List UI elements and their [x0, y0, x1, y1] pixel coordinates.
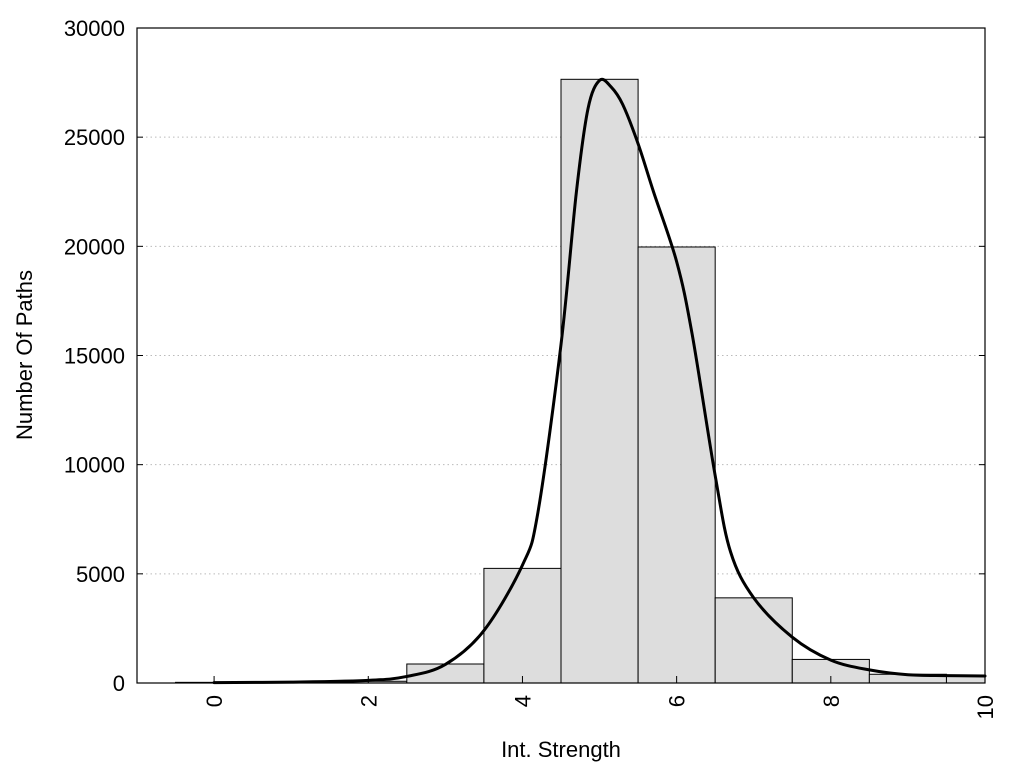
x-tick-label: 0: [202, 695, 227, 707]
histogram-bar: [483, 567, 562, 684]
histogram-bar: [560, 78, 639, 684]
x-tick-label: 6: [665, 695, 690, 707]
y-tick-label: 0: [113, 671, 125, 696]
x-tick-label: 8: [819, 695, 844, 707]
y-tick-label: 5000: [76, 562, 125, 587]
y-tick-label: 30000: [64, 16, 125, 41]
x-tick-label: 4: [510, 695, 535, 707]
y-tick-label: 25000: [64, 125, 125, 150]
y-axis-ticks: 0 5000 10000 15000 20000 25000 30000: [64, 16, 985, 696]
x-axis-title: Int. Strength: [501, 737, 621, 762]
y-tick-label: 20000: [64, 234, 125, 259]
y-tick-label: 10000: [64, 453, 125, 478]
x-tick-label: 10: [973, 695, 998, 719]
x-axis-ticks: 0 2 4 6 8 10: [202, 676, 998, 719]
y-tick-label: 15000: [64, 344, 125, 369]
histogram-bars: [175, 78, 986, 684]
histogram-bar: [714, 597, 793, 684]
x-tick-label: 2: [356, 695, 381, 707]
histogram-bar: [637, 246, 716, 684]
density-curve: [212, 77, 987, 685]
y-axis-title: Number Of Paths: [12, 270, 37, 440]
